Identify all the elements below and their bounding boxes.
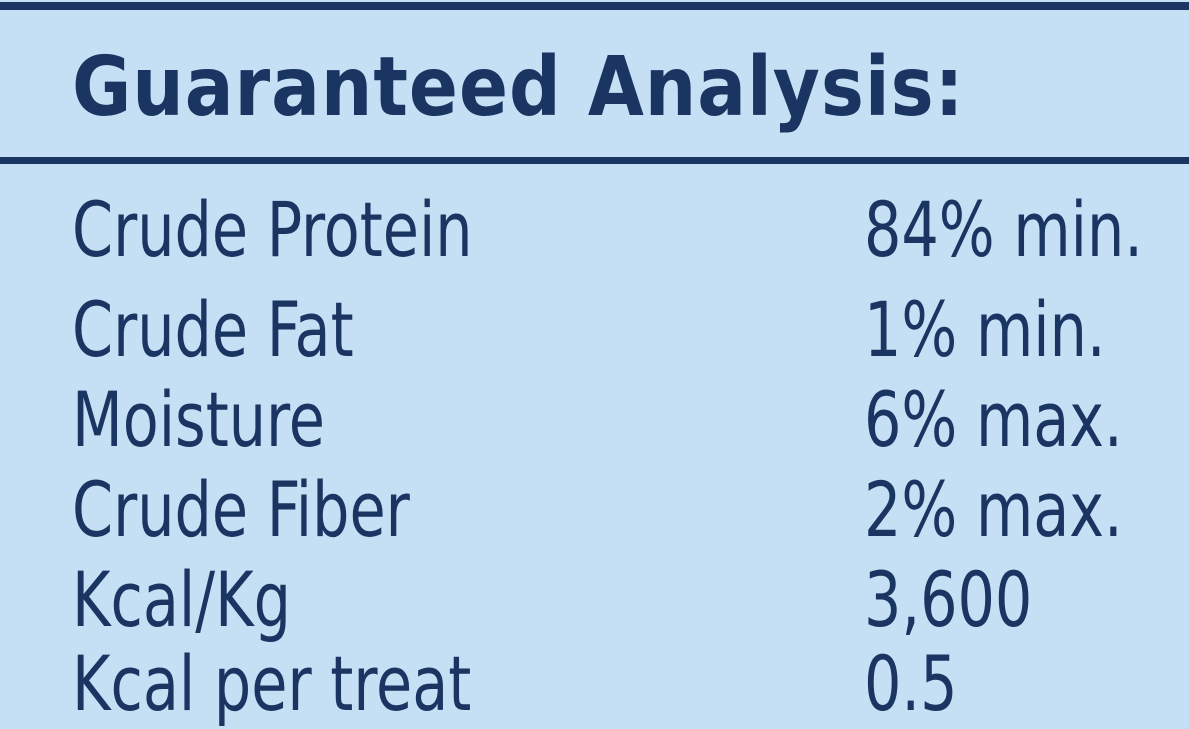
- analysis-row-crude-protein: Crude Protein 84% min.: [0, 186, 1189, 274]
- row-label: Kcal/Kg: [72, 555, 291, 644]
- top-rule-divider: [0, 2, 1189, 10]
- row-label: Crude Fiber: [72, 465, 410, 554]
- analysis-row-crude-fat: Crude Fat 1% min.: [0, 286, 1189, 374]
- analysis-row-crude-fiber: Crude Fiber 2% max.: [0, 466, 1189, 554]
- title-rule-divider: [0, 157, 1189, 164]
- analysis-row-moisture: Moisture 6% max.: [0, 376, 1189, 464]
- row-label: Kcal per treat: [72, 639, 472, 728]
- row-value: 6% max.: [864, 375, 1123, 464]
- row-value: 1% min.: [864, 285, 1106, 374]
- row-label: Crude Protein: [72, 185, 473, 274]
- row-value: 2% max.: [864, 465, 1123, 554]
- row-value: 0.5: [864, 639, 958, 728]
- row-label: Crude Fat: [72, 285, 354, 374]
- analysis-row-kcal-per-treat: Kcal per treat 0.5: [0, 640, 1189, 728]
- row-value: 3,600: [864, 555, 1033, 644]
- panel-title: Guaranteed Analysis:: [72, 40, 965, 135]
- row-label: Moisture: [72, 375, 325, 464]
- row-value: 84% min.: [864, 185, 1143, 274]
- analysis-row-kcal-per-kg: Kcal/Kg 3,600: [0, 556, 1189, 644]
